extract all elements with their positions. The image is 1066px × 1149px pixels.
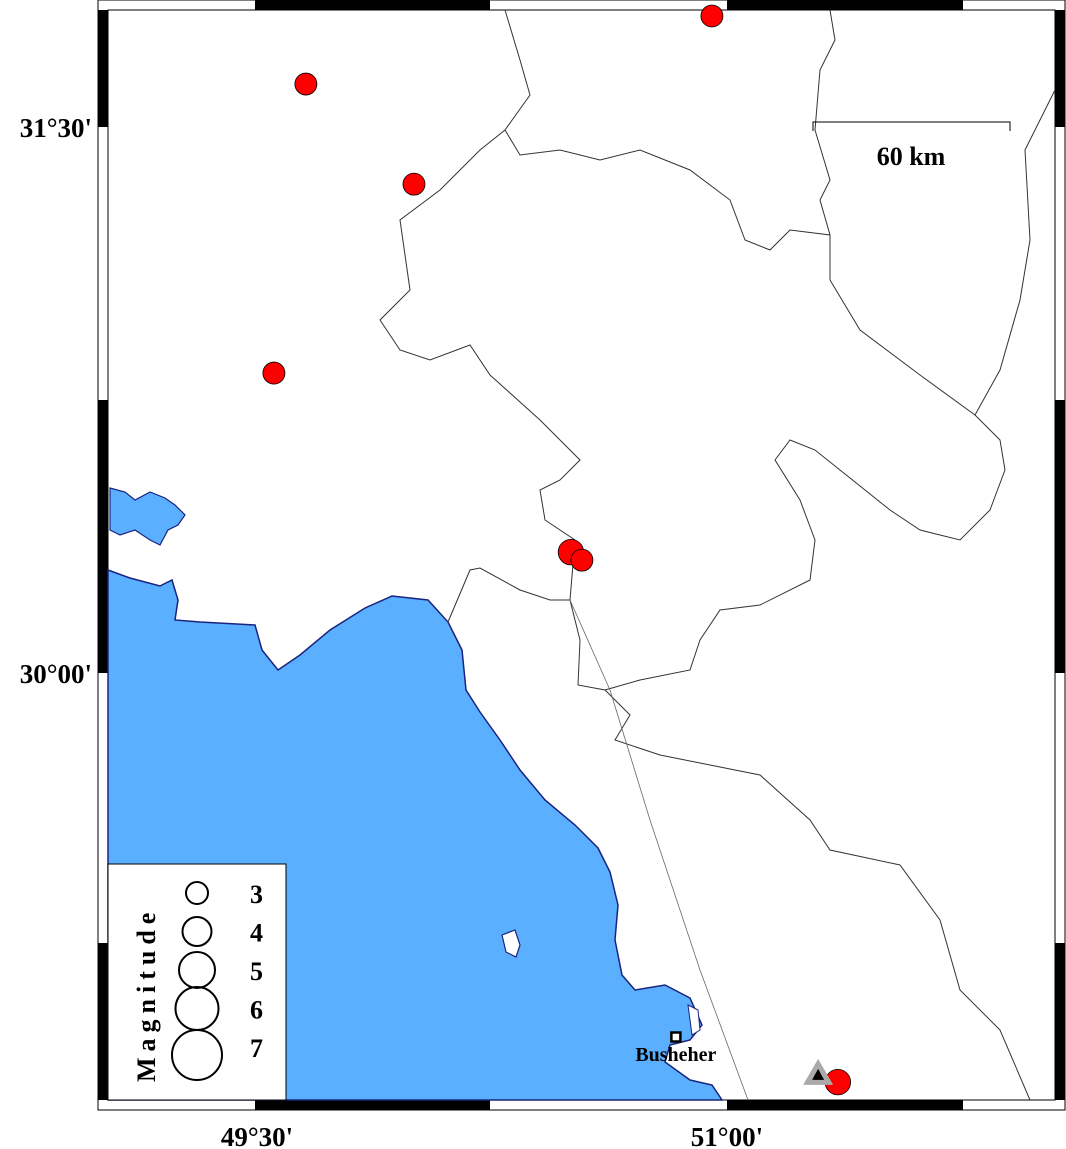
earthquake-events [262, 4, 852, 1096]
legend-label: 4 [250, 919, 263, 948]
legend-label: 6 [250, 996, 263, 1025]
earthquake-event [294, 72, 318, 96]
province-borders [379, 9, 1056, 1101]
earthquake-event [570, 548, 594, 572]
legend-circle [171, 1029, 223, 1081]
city-label: Busheher [635, 1044, 716, 1066]
legend-label: 5 [250, 957, 263, 986]
lat-tick-label: 30°00' [20, 659, 92, 689]
city-square-icon [670, 1031, 682, 1043]
triangle-icon [812, 1068, 825, 1080]
legend-circle [181, 916, 213, 947]
magnitude-legend: Magnitude 3 4 5 6 7 [107, 863, 287, 1101]
legend-title: Magnitude [132, 907, 161, 1082]
legend-label: 3 [250, 880, 263, 909]
earthquake-event [700, 4, 724, 28]
lon-tick-label: 51°00' [691, 1122, 763, 1149]
lat-tick-label: 31°30' [20, 113, 92, 143]
legend-circle [185, 881, 209, 905]
scale-bar: 60 km [812, 121, 1011, 171]
earthquake-event [262, 361, 286, 385]
station-marker [803, 1058, 834, 1085]
axis-labels: 49°30' 51°00' 31°30' 30°00' [20, 113, 763, 1149]
scale-bar-label: 60 km [877, 142, 946, 171]
earthquake-event [402, 172, 426, 196]
legend-label: 7 [250, 1034, 263, 1063]
lon-tick-label: 49°30' [221, 1122, 293, 1149]
city-busheher: Busheher [635, 1031, 717, 1066]
